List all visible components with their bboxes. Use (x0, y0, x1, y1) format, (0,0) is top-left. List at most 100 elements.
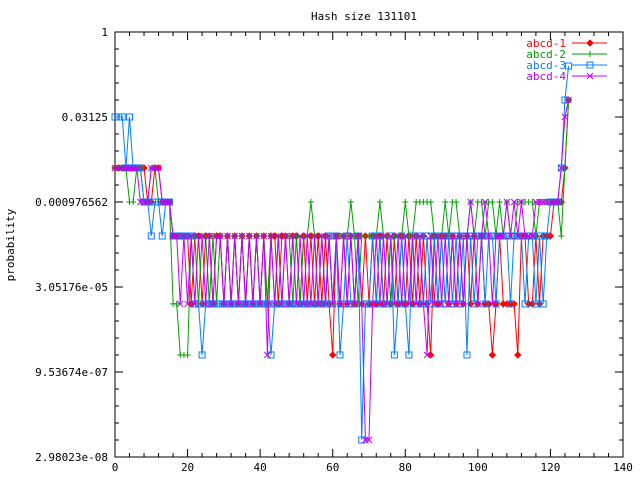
data-point-abcd-4 (394, 232, 402, 240)
data-point-abcd-4 (452, 300, 460, 308)
data-point-abcd-2 (173, 300, 180, 307)
data-point-abcd-4 (227, 300, 235, 308)
data-point-abcd-3 (198, 351, 206, 359)
data-point-abcd-2 (376, 198, 383, 205)
x-tick-label: 20 (181, 461, 194, 474)
data-point-abcd-4 (412, 300, 420, 308)
data-point-abcd-3 (151, 198, 159, 206)
series-abcd-3 (111, 62, 573, 444)
data-point-abcd-2 (482, 233, 489, 240)
data-point-abcd-2 (130, 198, 137, 205)
data-point-abcd-3 (565, 62, 573, 70)
data-point-abcd-2 (307, 198, 314, 205)
data-point-abcd-4 (340, 232, 347, 240)
data-point-abcd-4 (256, 300, 264, 308)
x-tick-label: 80 (399, 461, 412, 474)
data-point-abcd-4 (528, 232, 536, 240)
data-point-abcd-4 (198, 232, 206, 240)
data-point-abcd-4 (434, 232, 442, 240)
chart-title: Hash size 131101 (311, 10, 417, 23)
data-point-abcd-4 (463, 232, 471, 240)
data-point-abcd-4 (380, 232, 387, 240)
series-abcd-4 (111, 96, 572, 444)
data-point-abcd-3 (543, 232, 551, 240)
y-tick-label: 2.98023e-08 (35, 451, 108, 464)
data-point-abcd-4 (372, 232, 380, 240)
legend-label-abcd-1: abcd-1 (526, 37, 566, 50)
data-point-abcd-2 (453, 198, 460, 205)
data-point-abcd-4 (343, 300, 351, 308)
data-point-abcd-4 (314, 300, 322, 308)
data-point-abcd-4 (336, 300, 344, 308)
data-point-abcd-4 (391, 300, 398, 308)
data-point-abcd-4 (300, 300, 308, 308)
data-point-abcd-4 (144, 198, 152, 206)
x-tick-label: 40 (254, 461, 267, 474)
x-tick-label: 140 (613, 461, 633, 474)
legend-label-abcd-3: abcd-3 (526, 59, 566, 72)
data-point-abcd-4 (224, 232, 231, 240)
y-axis-label: probability (4, 208, 17, 281)
data-point-abcd-1 (535, 300, 544, 308)
data-point-abcd-4 (518, 198, 525, 206)
data-point-abcd-3 (507, 300, 515, 308)
data-point-abcd-3 (126, 113, 134, 121)
legend-label-abcd-4: abcd-4 (526, 70, 566, 83)
data-point-abcd-4 (253, 232, 260, 240)
data-point-abcd-2 (489, 198, 496, 205)
data-point-abcd-4 (499, 232, 507, 240)
data-point-abcd-4 (554, 198, 562, 206)
data-point-abcd-1 (510, 300, 518, 308)
data-point-abcd-3 (111, 113, 119, 121)
series-line-abcd-2 (115, 99, 570, 356)
data-point-abcd-4 (245, 232, 253, 240)
data-point-abcd-4 (383, 300, 391, 308)
data-point-abcd-4 (456, 232, 464, 240)
data-point-abcd-2 (384, 233, 391, 240)
data-point-abcd-2 (558, 233, 565, 240)
data-point-abcd-4 (267, 232, 275, 240)
data-point-abcd-4 (420, 300, 427, 308)
legend-marker-abcd-1 (586, 39, 594, 47)
data-point-abcd-4 (289, 232, 297, 240)
data-point-abcd-4 (489, 300, 496, 308)
data-point-abcd-2 (496, 198, 503, 205)
data-point-abcd-4 (231, 232, 239, 240)
data-point-abcd-4 (565, 96, 572, 104)
data-point-abcd-4 (557, 164, 565, 172)
data-point-abcd-4 (155, 164, 162, 172)
data-point-abcd-2 (184, 351, 191, 358)
data-point-abcd-1 (329, 351, 337, 359)
data-point-abcd-4 (216, 232, 224, 240)
series-lines (111, 62, 573, 444)
data-point-abcd-2 (442, 198, 449, 205)
data-point-abcd-3 (405, 351, 413, 359)
data-point-abcd-2 (347, 198, 354, 205)
data-point-abcd-4 (311, 232, 318, 240)
data-point-abcd-1 (546, 232, 555, 240)
data-point-abcd-3 (481, 300, 489, 308)
data-point-abcd-4 (485, 232, 493, 240)
data-point-abcd-4 (416, 232, 424, 240)
data-point-abcd-4 (376, 300, 384, 308)
data-point-abcd-4 (409, 232, 416, 240)
data-point-abcd-4 (242, 300, 249, 308)
x-tick-label: 120 (540, 461, 560, 474)
data-point-abcd-4 (209, 300, 217, 308)
data-point-abcd-4 (561, 113, 569, 121)
data-point-abcd-4 (358, 300, 366, 308)
data-point-abcd-4 (507, 232, 514, 240)
legend-label-abcd-2: abcd-2 (526, 48, 566, 61)
data-point-abcd-4 (481, 198, 489, 206)
data-point-abcd-3 (118, 113, 126, 121)
data-point-abcd-2 (209, 233, 216, 240)
data-point-abcd-4 (180, 232, 188, 240)
data-point-abcd-4 (351, 300, 358, 308)
data-point-abcd-4 (260, 232, 268, 240)
series-line-abcd-1 (115, 99, 570, 356)
data-point-abcd-4 (510, 198, 518, 206)
data-point-abcd-4 (467, 198, 474, 206)
y-tick-label: 0.000976562 (35, 196, 108, 209)
data-point-abcd-4 (274, 232, 282, 240)
